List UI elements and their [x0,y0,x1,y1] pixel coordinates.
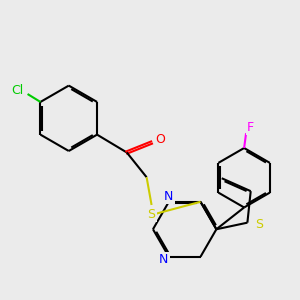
Text: O: O [155,133,165,146]
Text: F: F [247,121,254,134]
Text: N: N [164,190,173,203]
Text: S: S [255,218,263,231]
Text: S: S [148,208,156,221]
Text: N: N [159,253,169,266]
Text: Cl: Cl [11,84,24,97]
